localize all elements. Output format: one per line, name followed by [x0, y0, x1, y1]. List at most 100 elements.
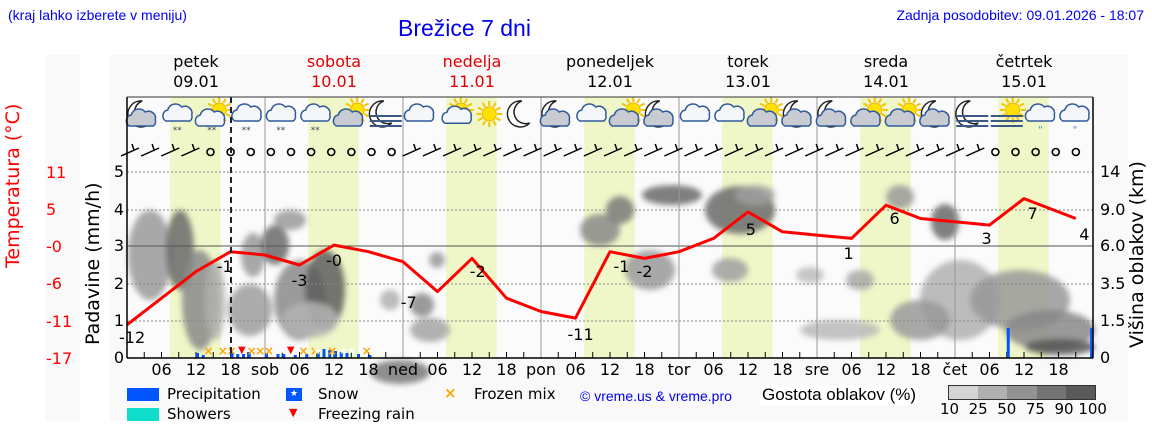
legend-frozen-mix: Frozen mix: [474, 385, 556, 403]
day-name: ponedeljek: [566, 52, 654, 71]
moon-fog-icon: [955, 100, 989, 128]
x-axis-label: 18: [496, 360, 517, 379]
cloud-icon: [679, 103, 711, 122]
day-date: 14.01: [863, 72, 909, 91]
x-axis-label: 12: [875, 360, 897, 379]
x-axis-label: 06: [151, 360, 172, 379]
last-update: Zadnja posodobitev: 09.01.2026 - 18:07: [896, 7, 1144, 23]
legend-snow: Snow: [318, 385, 359, 403]
temperature-label: -2: [470, 262, 486, 281]
svg-text:×: ×: [255, 344, 265, 358]
svg-text:×: ×: [298, 344, 308, 358]
svg-text:**: **: [276, 126, 286, 136]
x-axis-label: čet: [942, 360, 968, 379]
cloud-icon: [403, 103, 435, 122]
moon-cloud-icon: [643, 100, 674, 128]
day-date: 09.01: [173, 72, 219, 91]
cloud-icon: [576, 103, 607, 122]
precip-tick: 2: [113, 274, 124, 293]
svg-text:★: ★: [347, 346, 356, 357]
svg-text:**: **: [242, 126, 252, 136]
cloud-density-ticks: 10 25 50 75 90 100: [940, 400, 1107, 418]
x-axis-label: 12: [461, 360, 483, 379]
precip-tick: 1: [113, 311, 124, 330]
x-axis-label: sre: [804, 360, 830, 379]
x-axis-label: 18: [220, 360, 241, 379]
location-hint: (kraj lahko izberete v meniju): [8, 7, 187, 23]
freezing-rain-icon: ▼: [289, 406, 298, 419]
temperature-label: 5: [746, 220, 756, 239]
legend-freezing-rain: Freezing rain: [318, 405, 415, 423]
day-name: četrtek: [995, 52, 1053, 71]
temperature-label: 3: [982, 229, 992, 248]
sun-cloud-icon: [332, 97, 371, 127]
wind-barbs-row: [120, 143, 1081, 157]
day-header-2: nedelja 11.01: [412, 52, 532, 92]
temp-axis-panel: [45, 55, 80, 421]
sun-cloud-icon: [850, 97, 888, 127]
copyright-link[interactable]: © vreme.us & vreme.pro: [580, 388, 732, 404]
day-date: 12.01: [587, 72, 633, 91]
temp-tick: -17: [46, 349, 73, 368]
temp-tick: 5: [46, 200, 57, 219]
x-axis-label: pon: [525, 360, 557, 379]
day-date: 13.01: [725, 72, 771, 91]
cloud-icon: [714, 103, 745, 122]
cloud-density-scale: [948, 385, 1096, 400]
day-name: torek: [727, 52, 769, 71]
moon-fog-icon: [368, 100, 402, 128]
x-axis-label: 06: [289, 360, 310, 379]
cloud-height-tick: 14: [1100, 162, 1121, 181]
x-axis-label: 18: [634, 360, 655, 379]
day-name: sreda: [863, 52, 909, 71]
svg-text:×: ×: [264, 344, 274, 358]
x-axis-label: 06: [841, 360, 862, 379]
moon-icon: [506, 100, 531, 128]
day-date: 10.01: [311, 72, 357, 91]
temperature-label: -0: [326, 251, 342, 270]
precipitation-swatch: [127, 388, 159, 401]
svg-text:**: **: [311, 126, 321, 136]
cloud-snow-icon: **: [265, 103, 297, 136]
temperature-label: 4: [1079, 225, 1089, 244]
svg-text:**: **: [207, 126, 217, 136]
day-name: petek: [173, 52, 219, 71]
temperature-label: -12: [119, 328, 145, 347]
day-name: sobota: [306, 52, 362, 71]
svg-text:★: ★: [278, 346, 287, 357]
x-axis-label: 18: [1048, 360, 1069, 379]
day-name: nedelja: [442, 52, 502, 71]
x-axis-label: 06: [427, 360, 448, 379]
day-date: 11.01: [449, 72, 495, 91]
sun-cloud-icon: [608, 97, 647, 127]
svg-text:×: ×: [204, 344, 214, 358]
moon-cloud-icon: [539, 100, 571, 128]
moon-cloud-icon: [125, 100, 157, 128]
day-header-1: sobota 10.01: [274, 52, 394, 92]
svg-text:×: ×: [362, 344, 372, 358]
precip-tick: 3: [113, 236, 124, 255]
temperature-line: [126, 197, 1077, 326]
day-header-6: četrtek 15.01: [964, 52, 1084, 92]
cloud-snow-icon: **: [162, 103, 193, 136]
frozen-mix-icon: ×: [444, 384, 457, 402]
temperature-label: -1: [217, 257, 233, 276]
snow-icon: ★: [286, 388, 302, 401]
x-axis-label: tor: [667, 360, 691, 379]
x-axis-label: 12: [323, 360, 345, 379]
svg-text:▼: ▼: [287, 345, 295, 356]
temp-tick: -11: [46, 312, 73, 331]
x-axis-label: 12: [737, 360, 759, 379]
precip-tick: 0: [113, 348, 124, 367]
temperature-label: -1: [614, 257, 630, 276]
x-axis-label: 12: [1013, 360, 1035, 379]
cloud-height-tick: 6.0: [1100, 236, 1126, 255]
temp-tick: -0: [46, 237, 62, 256]
day-header-0: petek 09.01: [136, 52, 256, 92]
svg-text:": ": [1073, 125, 1078, 136]
page-title: Brežice 7 dni: [398, 15, 531, 41]
weather-icons-row: ** ** ** ** ** " ": [125, 97, 1090, 136]
x-axis-label: 18: [358, 360, 379, 379]
day-header-4: torek 13.01: [688, 52, 808, 92]
temperature-label: -3: [292, 271, 308, 290]
